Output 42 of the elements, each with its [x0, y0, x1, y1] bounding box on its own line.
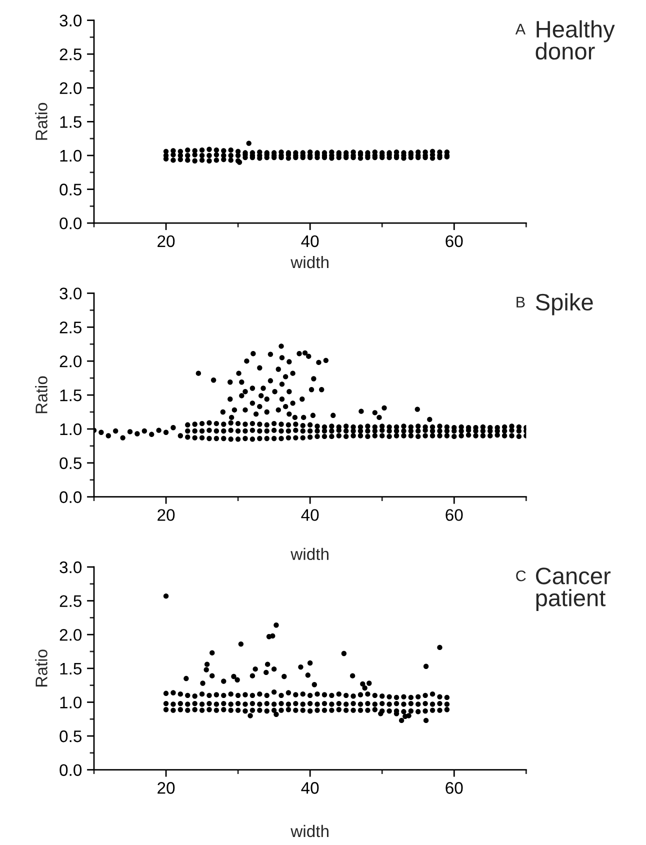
y-tick-label: 1.0 [60, 423, 82, 436]
x-tick-label: 60 [446, 782, 463, 794]
y-tick-label: 3.0 [60, 14, 82, 26]
y-tick-label: 3.0 [60, 561, 82, 574]
y-axis-title: Ratio [35, 376, 48, 414]
y-tick-label: 1.5 [60, 662, 82, 675]
x-tick-label: 40 [301, 782, 319, 794]
y-tick-label: 1.5 [60, 116, 82, 128]
x-axis-title: width [290, 548, 328, 560]
y-tick-label: 1.0 [60, 150, 82, 162]
y-tick-label: 0.0 [60, 491, 82, 504]
x-tick-label: 60 [446, 509, 463, 521]
x-axis-title: width [290, 824, 328, 838]
y-tick-label: 1.5 [60, 390, 82, 402]
chart-title: A [515, 24, 526, 34]
text: Healthy donor [536, 20, 615, 60]
chart-title: C [516, 570, 526, 582]
y-tick-label: 0.5 [60, 730, 82, 742]
x-tick-label: 60 [446, 235, 463, 248]
x-axis-title: width [290, 256, 328, 268]
y-tick-label: 0.5 [60, 457, 82, 470]
x-tick-label: 20 [158, 235, 175, 248]
y-tick-label: 3.0 [60, 288, 82, 300]
y-tick-label: 0.0 [60, 764, 82, 776]
y-tick-label: 2.0 [60, 356, 82, 368]
y-tick-label: 2.0 [60, 628, 82, 641]
x-tick-label: 20 [158, 509, 175, 521]
y-tick-label: 0.5 [60, 184, 82, 196]
y-tick-label: 2.0 [60, 82, 82, 94]
y-tick-label: 0.0 [60, 217, 82, 230]
y-tick-label: 2.5 [60, 48, 82, 60]
y-tick-label: 2.5 [60, 322, 82, 334]
x-tick-label: 40 [301, 509, 319, 521]
chart-subtitle: Cancer patient [536, 568, 611, 612]
chart-subtitle: Spike [536, 293, 593, 316]
y-tick-label: 2.5 [60, 595, 82, 607]
chart-title: B [516, 296, 525, 308]
y-axis-title: Ratio [35, 650, 48, 686]
x-tick-label: 20 [158, 782, 175, 794]
y-axis-title: Ratio [35, 102, 48, 140]
y-tick-label: 1.0 [60, 696, 82, 708]
x-tick-label: 40 [301, 235, 319, 248]
